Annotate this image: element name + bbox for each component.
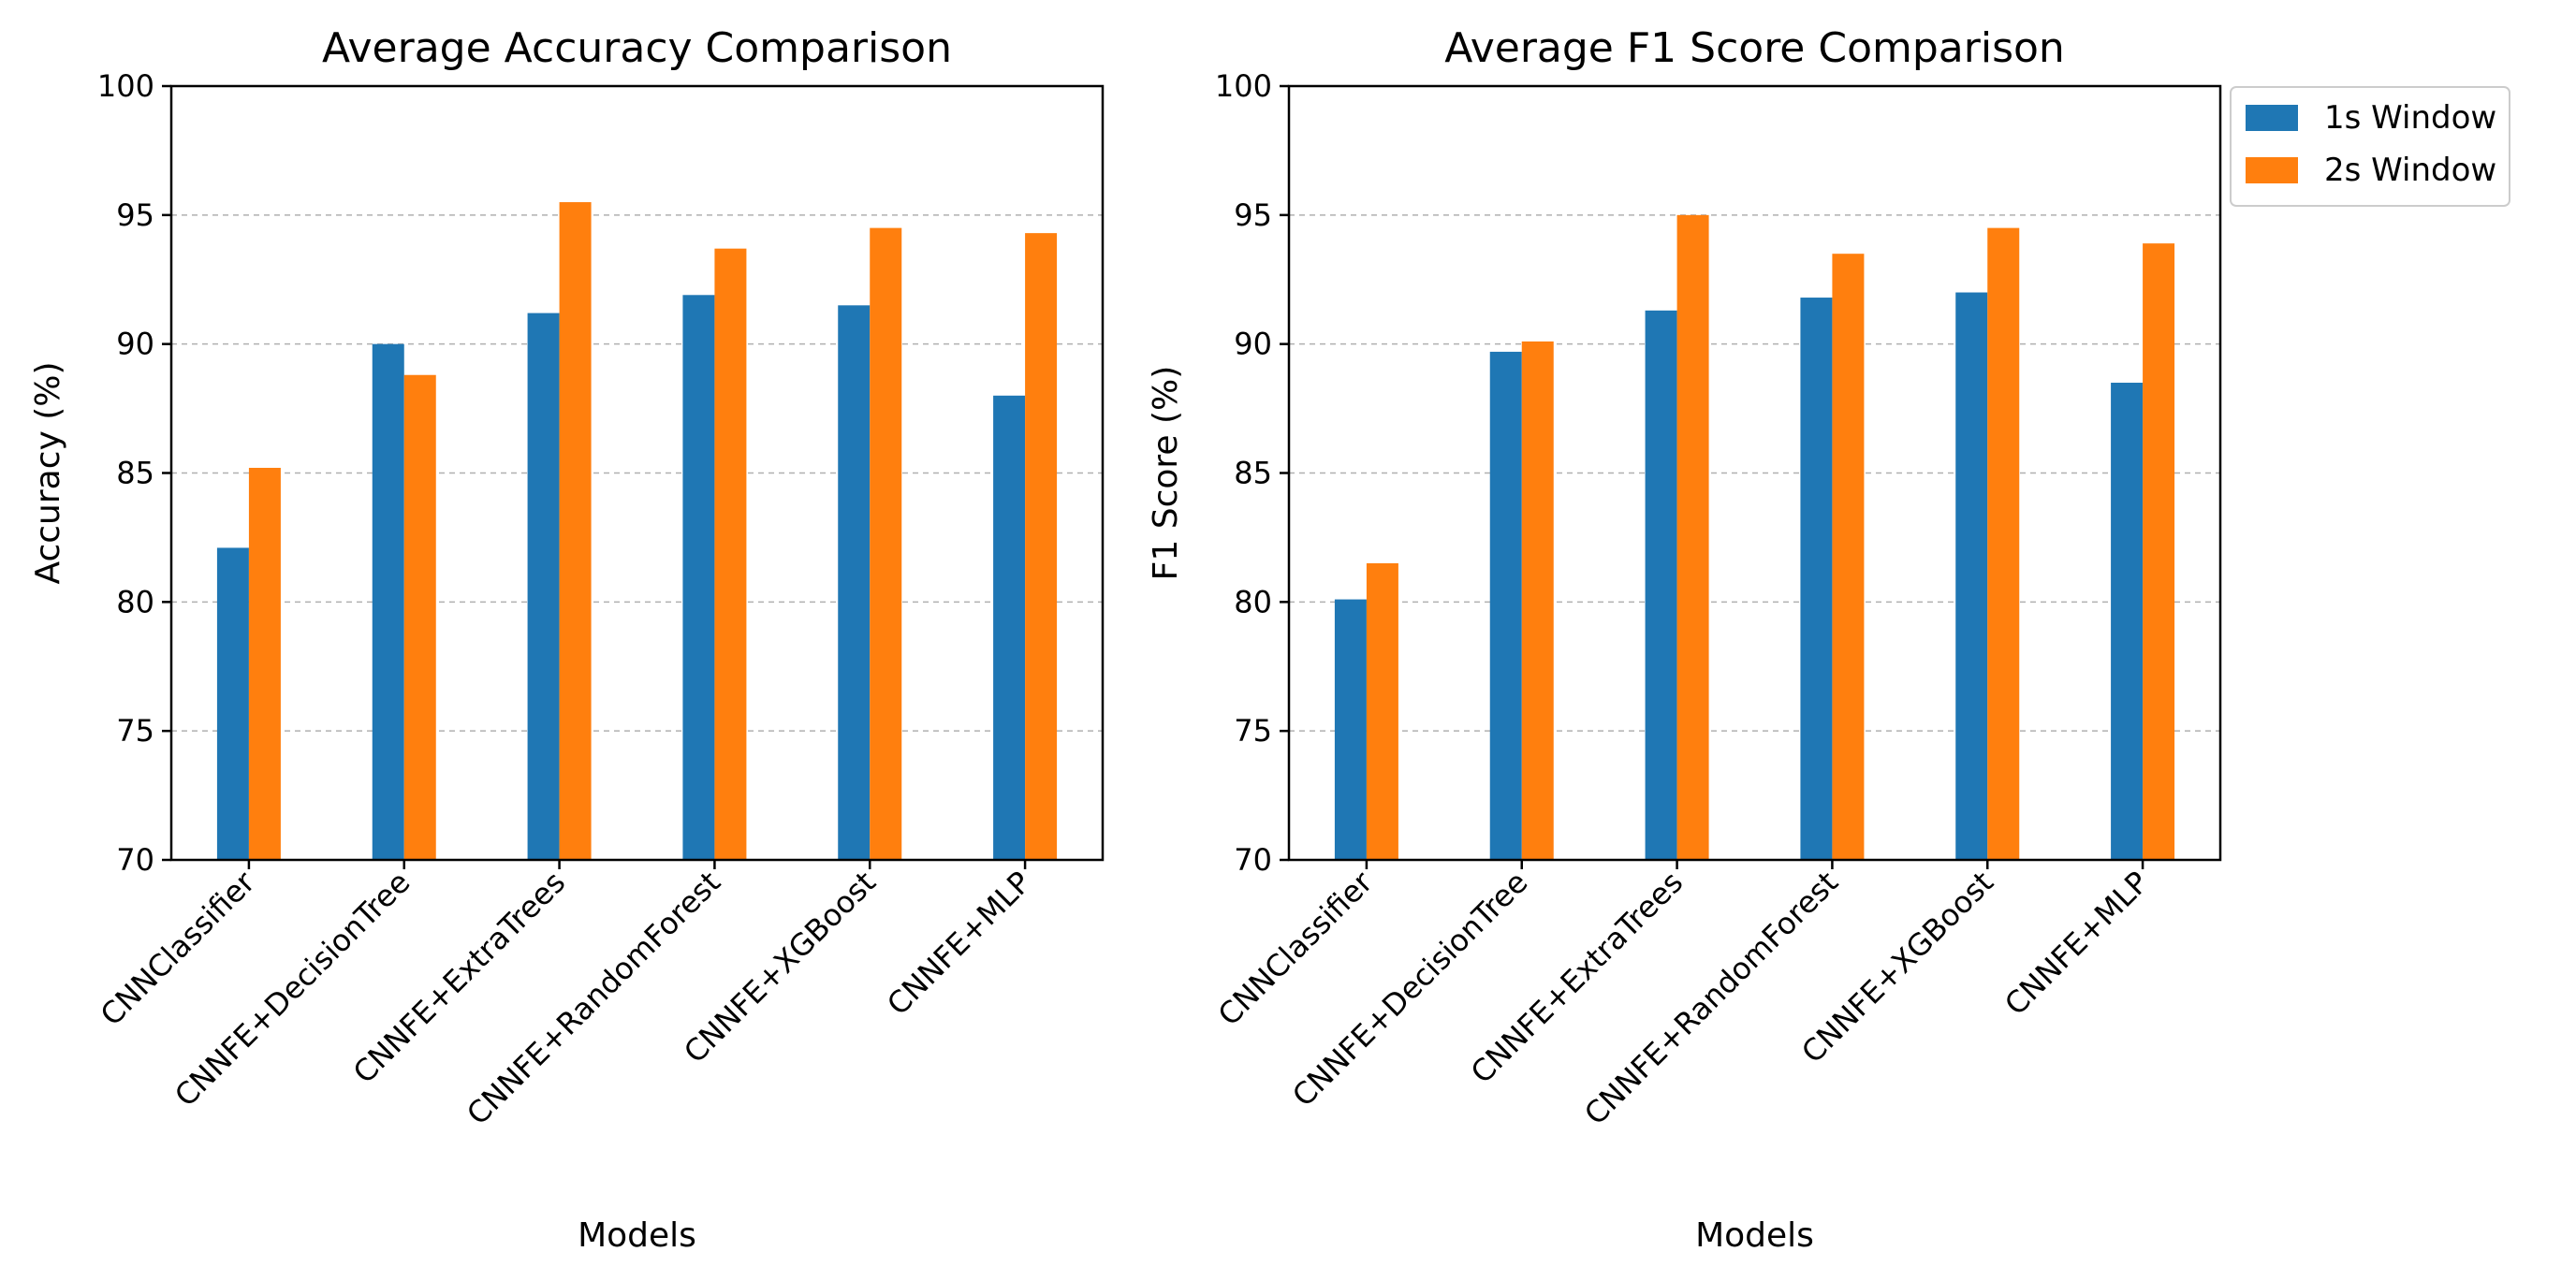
- accuracy-bar-2s-3: [714, 248, 747, 860]
- accuracy-x-tick-label: CNNClassifier: [94, 864, 262, 1032]
- f1-score-chart: 707580859095100CNNClassifierCNNFE+Decisi…: [1147, 24, 2222, 1255]
- f1-bar-2s-3: [1832, 254, 1865, 860]
- f1-x-tick-label: CNNFE+RandomForest: [1577, 865, 1845, 1132]
- f1-bar-1s-5: [2111, 383, 2144, 860]
- f1-bar-1s-3: [1800, 298, 1833, 861]
- accuracy-x-axis-label: Models: [578, 1216, 696, 1255]
- accuracy-bar-2s-5: [1025, 233, 1058, 860]
- accuracy-x-tick-label: CNNFE+RandomForest: [460, 865, 727, 1132]
- accuracy-bar-2s-2: [559, 202, 592, 861]
- accuracy-y-tick-label: 70: [116, 842, 154, 878]
- accuracy-bar-1s-2: [527, 313, 560, 860]
- accuracy-bar-1s-4: [838, 305, 871, 861]
- accuracy-x-tick-label: CNNFE+MLP: [880, 865, 1038, 1023]
- f1-chart-title: Average F1 Score Comparison: [1444, 24, 2065, 72]
- accuracy-bar-1s-0: [216, 547, 249, 860]
- f1-bar-2s-4: [1987, 227, 2020, 860]
- f1-bar-2s-2: [1676, 214, 1709, 861]
- legend-swatch-2s: [2246, 157, 2298, 183]
- f1-y-tick-label: 95: [1234, 197, 1272, 233]
- accuracy-plot-frame: [169, 84, 1105, 862]
- accuracy-y-tick-label: 95: [116, 197, 154, 233]
- accuracy-y-tick-label: 100: [97, 68, 154, 104]
- legend-swatch-1s: [2246, 105, 2298, 131]
- f1-bar-1s-4: [1955, 292, 1988, 860]
- legend-label-2s: 2s Window: [2324, 152, 2496, 189]
- f1-x-axis-label: Models: [1695, 1216, 1814, 1255]
- accuracy-bar-2s-1: [403, 374, 436, 860]
- f1-bar-2s-5: [2143, 243, 2175, 860]
- accuracy-y-tick-label: 85: [116, 456, 154, 491]
- accuracy-bar-1s-5: [993, 395, 1026, 860]
- legend: 1s Window 2s Window: [2230, 86, 2510, 207]
- accuracy-bar-2s-4: [870, 227, 902, 860]
- accuracy-bar-1s-3: [682, 295, 715, 860]
- accuracy-bar-1s-1: [372, 343, 404, 861]
- f1-x-tick-label: CNNFE+MLP: [1998, 865, 2156, 1023]
- accuracy-chart: 707580859095100CNNClassifierCNNFE+Decisi…: [29, 24, 1105, 1255]
- f1-y-tick-label: 70: [1234, 842, 1272, 878]
- legend-label-1s: 1s Window: [2324, 99, 2496, 137]
- f1-bar-1s-0: [1334, 599, 1367, 860]
- accuracy-y-tick-label: 80: [116, 584, 154, 619]
- f1-x-tick-label: CNNClassifier: [1211, 864, 1380, 1032]
- f1-plot-frame: [1287, 84, 2222, 862]
- legend-box: [2230, 86, 2510, 207]
- accuracy-chart-title: Average Accuracy Comparison: [322, 24, 952, 72]
- f1-bar-1s-1: [1489, 351, 1522, 861]
- f1-y-tick-label: 100: [1215, 68, 1272, 104]
- f1-y-tick-label: 80: [1234, 584, 1272, 619]
- f1-bar-1s-2: [1645, 310, 1677, 861]
- accuracy-y-tick-label: 75: [116, 713, 154, 749]
- accuracy-y-axis-label: Accuracy (%): [29, 361, 67, 584]
- f1-y-tick-label: 90: [1234, 327, 1272, 362]
- f1-y-tick-label: 75: [1234, 713, 1272, 749]
- f1-y-tick-label: 85: [1234, 456, 1272, 491]
- f1-y-axis-label: F1 Score (%): [1147, 366, 1185, 581]
- accuracy-y-tick-label: 90: [116, 327, 154, 362]
- f1-bar-2s-0: [1366, 562, 1398, 860]
- accuracy-bar-2s-0: [248, 467, 281, 860]
- f1-bar-2s-1: [1521, 341, 1554, 860]
